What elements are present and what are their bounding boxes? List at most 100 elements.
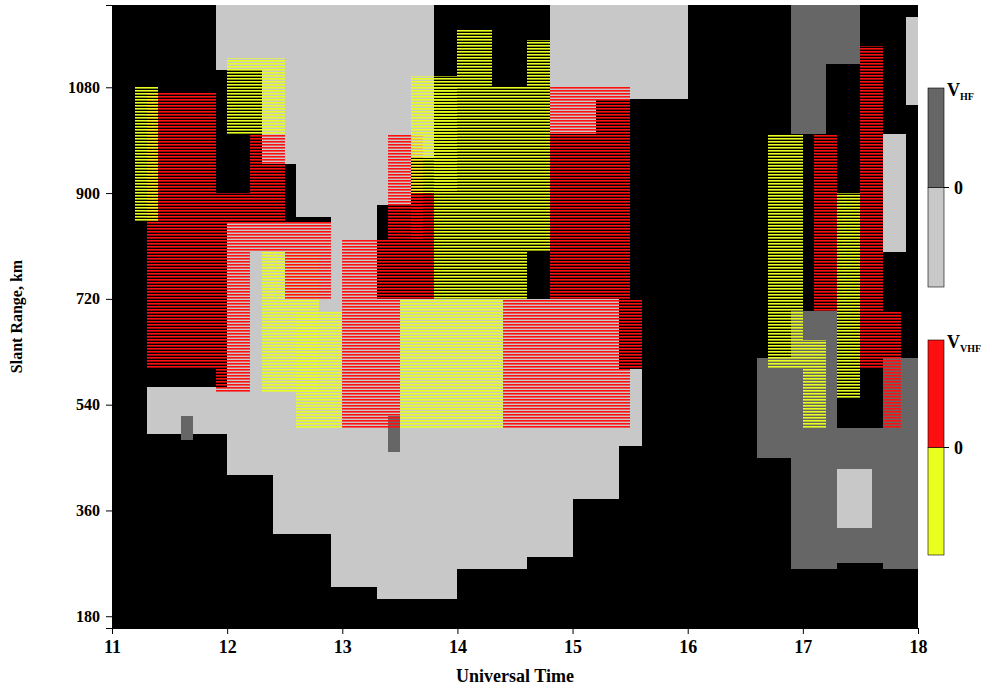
series-cells: [135, 29, 901, 429]
x-axis-line: [113, 629, 919, 635]
cell: [860, 46, 883, 369]
cell: [377, 299, 400, 428]
x-tick-mark: [803, 628, 804, 634]
colorbar: 0 VVHF: [928, 332, 981, 555]
cells: [135, 5, 918, 599]
y-tick: 720: [76, 290, 112, 307]
cell: [837, 193, 860, 399]
x-tick-label: 15: [564, 637, 582, 657]
y-tick-mark: [106, 299, 112, 300]
colorbar-segment: [928, 88, 944, 188]
cell: [216, 193, 251, 393]
cell: [550, 87, 631, 299]
cell: [411, 193, 434, 299]
x-tick: 12: [219, 628, 237, 657]
cell: [791, 5, 826, 134]
y-axis-line: [106, 6, 113, 629]
colorbar-title-main: V: [947, 80, 960, 100]
x-tick-label: 13: [334, 637, 352, 657]
colorbar-title: VVHF: [947, 332, 981, 354]
x-tick-label: 16: [679, 637, 697, 657]
cell: [400, 299, 504, 428]
cell: [906, 17, 918, 105]
colorbar-title-main: V: [947, 332, 960, 352]
x-tick: 18: [910, 628, 928, 657]
x-tick: 16: [679, 628, 697, 657]
colorbar-title: VHF: [947, 80, 974, 102]
cell: [296, 311, 342, 429]
colorbar-segment: [928, 188, 944, 288]
x-tick-label: 18: [910, 637, 928, 657]
x-tick-label: 14: [449, 637, 467, 657]
y-tick: 360: [76, 502, 112, 519]
colorbar-tick: [944, 447, 949, 448]
x-tick-mark: [573, 628, 574, 634]
colorbar-title-sub: HF: [960, 91, 974, 102]
x-tick: 15: [564, 628, 582, 657]
cell: [503, 299, 630, 428]
y-tick-label: 180: [76, 608, 100, 625]
cell: [457, 29, 492, 88]
colorbar-segment: [928, 448, 944, 556]
y-tick-label: 1080: [68, 79, 100, 96]
cell: [630, 299, 642, 370]
colorbar-tick: [944, 187, 949, 188]
colorbar-tick-label: 0: [954, 438, 963, 458]
y-tick: 540: [76, 396, 112, 413]
x-tick-mark: [688, 628, 689, 634]
y-axis-title: Slant Range, km: [8, 259, 26, 373]
x-axis: 11 12 13 14 15 16 17 18: [104, 628, 928, 657]
x-tick-label: 17: [794, 637, 812, 657]
y-tick-mark: [106, 193, 112, 194]
cell: [757, 358, 792, 458]
y-tick-mark: [106, 405, 112, 406]
cell: [135, 87, 158, 222]
cell: [814, 134, 837, 310]
cell: [837, 428, 883, 563]
colorbar: 0 VHF: [928, 80, 974, 287]
cell: [768, 134, 803, 369]
x-tick-label: 12: [219, 637, 237, 657]
y-tick-label: 900: [76, 185, 100, 202]
cell: [883, 134, 906, 252]
cell: [250, 134, 285, 252]
y-tick-label: 360: [76, 502, 100, 519]
cell: [527, 40, 550, 252]
y-tick-mark: [106, 616, 112, 617]
y-tick: 1080: [68, 79, 112, 96]
x-tick: 17: [794, 628, 812, 657]
y-tick: 180: [76, 608, 112, 625]
cell: [596, 5, 688, 99]
y-tick: 900: [76, 185, 112, 202]
x-tick: 14: [449, 628, 467, 657]
plot-background: [112, 5, 918, 628]
x-tick-mark: [918, 628, 919, 634]
colorbar-segment: [928, 340, 944, 448]
cell: [434, 87, 526, 299]
cell: [296, 5, 331, 217]
colorbar-title-sub: VHF: [960, 343, 981, 354]
cell: [285, 222, 331, 298]
x-tick-mark: [342, 628, 343, 634]
cell: [837, 469, 872, 528]
y-tick-mark: [106, 87, 112, 88]
x-tick: 13: [334, 628, 352, 657]
y-tick-label: 540: [76, 396, 100, 413]
cell: [803, 340, 826, 428]
x-tick-label: 11: [104, 637, 121, 657]
cell: [342, 240, 411, 299]
series-cells: [147, 5, 918, 599]
x-axis-title: Universal Time: [456, 666, 574, 686]
y-tick-mark: [106, 510, 112, 511]
x-tick-mark: [457, 628, 458, 634]
cell: [331, 5, 377, 240]
colorbar-tick-label: 0: [954, 178, 963, 198]
cell: [883, 311, 900, 429]
cell: [342, 299, 377, 428]
cell: [826, 5, 861, 64]
y-tick-label: 720: [76, 290, 100, 307]
cell: [227, 58, 285, 134]
x-tick-mark: [227, 628, 228, 634]
y-axis: 180 360 540 720 900 1080: [68, 6, 113, 629]
x-tick: 11: [104, 628, 121, 657]
